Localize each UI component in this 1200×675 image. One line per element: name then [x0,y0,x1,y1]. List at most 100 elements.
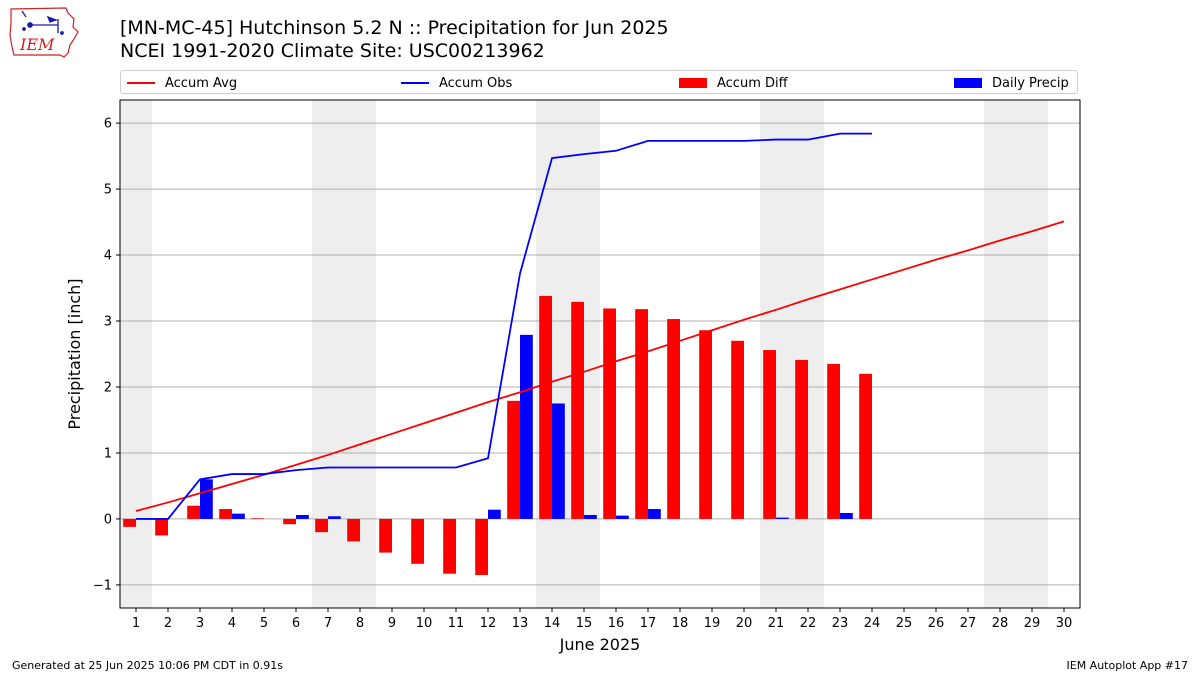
lines [135,132,1065,520]
y-tick-label: 2 [104,380,112,395]
legend-item-accum-diff: Accum Diff [679,74,788,92]
chart-legend: Accum Avg Accum Obs Accum Diff Daily Pre… [120,70,1078,94]
x-tick-label: 5 [260,616,268,631]
x-tick-label: 24 [864,616,881,631]
accum-diff-bar-1 [123,518,136,527]
x-tick-label: 13 [512,616,529,631]
y-tick-label: 3 [104,315,112,330]
accum-diff-bar-7 [315,518,328,533]
generated-timestamp: Generated at 25 Jun 2025 10:06 PM CDT in… [12,659,284,672]
x-tick-label: 15 [576,616,593,631]
legend-item-daily-precip: Daily Precip [954,74,1069,92]
x-tick-label: 30 [1056,616,1073,631]
x-axis-label: June 2025 [559,635,641,654]
accum-diff-bar-3 [187,505,200,519]
accum-diff-bar-19 [699,330,712,519]
gridlines [120,122,1080,586]
daily-precip-bar-21 [776,517,789,519]
accum-diff-bar-12 [475,518,488,576]
daily-precip-bar-3 [200,479,213,519]
x-axis: 1 2 3 4 5 6 7 8 9 10 11 12 13 14 15 16 17 18 19 20 21 22 23 24 2… [132,608,1072,631]
x-tick-label: 28 [992,616,1009,631]
weekend-band [120,100,152,608]
accum-diff-bar-16 [603,308,616,519]
y-tick-label: 4 [104,249,112,264]
accum-diff-bar-24 [859,373,872,519]
daily-precip-bar-16 [616,515,629,519]
x-tick-label: 1 [132,616,140,631]
legend-item-accum-obs: Accum Obs [401,74,512,92]
legend-swatch-accum-avg [127,82,155,84]
legend-swatch-accum-diff [679,78,707,88]
accum-diff-bar-6 [283,518,296,525]
y-axis: −1 0 1 2 3 4 5 6 [93,117,120,593]
accum-diff-bar-14 [539,295,552,519]
accum-diff-bar-10 [411,518,424,564]
x-tick-label: 10 [416,616,433,631]
x-tick-label: 8 [356,616,364,631]
accum-diff-bar-13 [507,400,520,519]
daily-precip-bar-15 [584,514,597,519]
accum-diff-bar-21 [763,350,776,519]
accum-diff-bar-4 [219,509,232,519]
x-tick-label: 18 [672,616,689,631]
x-tick-label: 12 [480,616,497,631]
daily-precip-bar-6 [296,514,309,519]
x-tick-label: 11 [448,616,465,631]
y-tick-label: 5 [104,183,112,198]
x-tick-label: 14 [544,616,561,631]
y-tick-label: 1 [104,446,112,461]
x-tick-label: 4 [228,616,236,631]
accum-diff-bar-23 [827,363,840,519]
x-tick-label: 26 [928,616,945,631]
x-tick-label: 27 [960,616,977,631]
legend-label-accum-obs: Accum Obs [439,75,513,91]
accum-diff-bar-9 [379,518,392,553]
title-line-2: NCEI 1991-2020 Climate Site: USC00213962 [120,40,545,62]
weather-station-icon [21,10,64,35]
title-line-1: [MN-MC-45] Hutchinson 5.2 N :: Precipita… [120,17,669,39]
x-tick-label: 2 [164,616,172,631]
y-tick-label: 0 [104,512,112,527]
accum-diff-bar-22 [795,359,808,519]
accum-diff-bar-18 [667,319,680,519]
legend-swatch-accum-obs [401,82,429,84]
x-tick-label: 16 [608,616,625,631]
x-tick-label: 6 [292,616,300,631]
logo-text: IEM [19,35,55,54]
accum-avg-line [135,220,1065,512]
x-tick-label: 29 [1024,616,1041,631]
x-tick-label: 19 [704,616,721,631]
accum-diff-bar-11 [443,518,456,574]
accum-diff-bar-8 [347,518,360,542]
x-tick-label: 3 [196,616,204,631]
y-tick-label: 6 [104,117,112,132]
daily-precip-bar-17 [648,509,661,519]
x-tick-label: 7 [324,616,332,631]
y-axis-label: Precipitation [inch] [65,278,84,429]
legend-item-accum-avg: Accum Avg [127,74,237,92]
accum-diff-bar-20 [731,340,744,519]
daily-precip-bar-7 [328,516,341,519]
daily-precip-bar-12 [488,509,501,519]
daily-precip-bar-4 [232,513,245,519]
y-tick-label: −1 [93,578,112,593]
daily-precip-bar-13 [520,334,533,519]
chart-title: [MN-MC-45] Hutchinson 5.2 N :: Precipita… [120,17,669,63]
x-tick-label: 17 [640,616,657,631]
x-tick-label: 21 [768,616,785,631]
x-tick-label: 22 [800,616,817,631]
bars [123,295,872,576]
iem-logo: IEM [9,7,79,58]
accum-diff-bar-2 [155,518,168,536]
accum-diff-bar-5 [251,518,264,519]
daily-precip-bar-23 [840,512,853,519]
accum-obs-line [136,132,872,520]
x-tick-label: 20 [736,616,753,631]
weekend-band [984,100,1016,608]
accum-diff-bar-15 [571,301,584,519]
weekend-band [1016,100,1048,608]
app-credit: IEM Autoplot App #17 [1066,659,1189,672]
daily-precip-bar-14 [552,403,565,519]
x-tick-label: 25 [896,616,913,631]
